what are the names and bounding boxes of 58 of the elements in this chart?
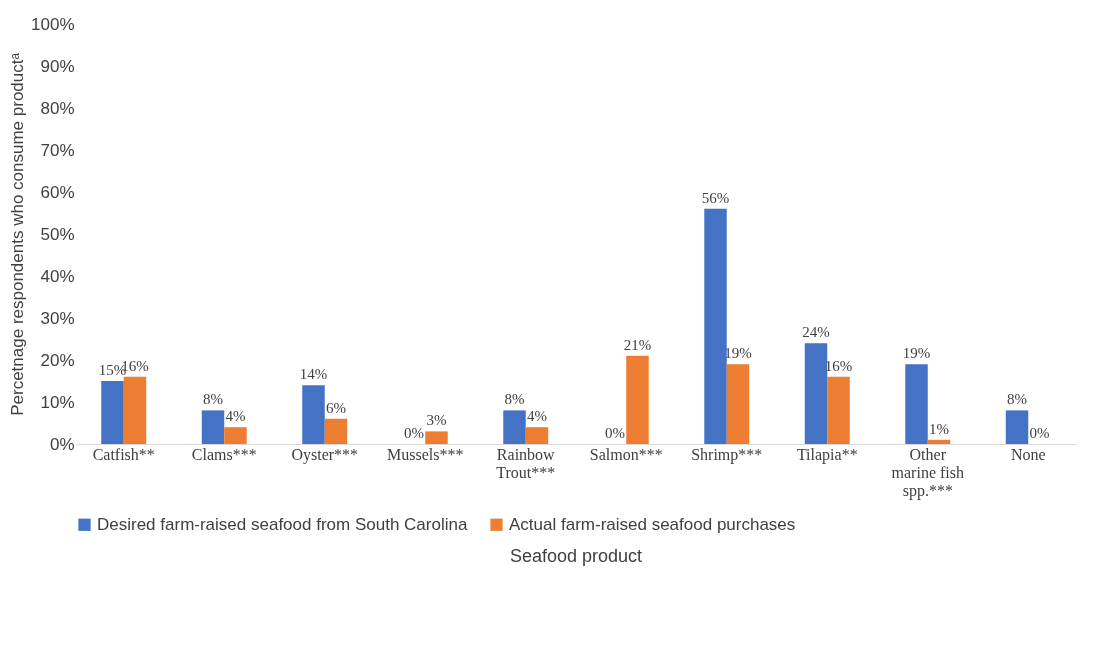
data-label: 56% (701, 189, 730, 206)
bar (201, 410, 225, 444)
x-tick-label: Mussels*** (387, 445, 464, 463)
bar (804, 343, 828, 444)
x-tick-label: Shrimp*** (691, 445, 763, 464)
x-tick-label: Salmon*** (589, 445, 663, 463)
y-tick-label: 50% (40, 224, 75, 244)
x-tick-label: Other marine fish spp.*** (891, 445, 964, 500)
bar (503, 410, 526, 444)
data-label: 3% (426, 412, 447, 429)
bar (425, 431, 448, 444)
y-tick-label: 80% (40, 98, 75, 118)
bar (1005, 410, 1029, 444)
bar (927, 439, 951, 444)
bar (302, 385, 325, 444)
x-tick-label: Rainbow Trout*** (496, 445, 556, 481)
bar (626, 355, 649, 444)
data-label: 8% (203, 391, 223, 408)
data-label: 24% (802, 324, 830, 341)
bar (704, 208, 727, 444)
y-tick-label: 20% (40, 350, 75, 370)
bar (827, 376, 850, 444)
bar (123, 376, 147, 444)
y-tick-label: 10% (40, 392, 75, 412)
bar (101, 381, 124, 444)
legend-label: Desired farm-raised seafood from South Carolina (97, 514, 468, 534)
data-label: 14% (299, 366, 328, 383)
bar (905, 364, 928, 444)
data-label: 4% (526, 408, 547, 425)
y-axis-title: Percetnage respondents who consume productᵃ (8, 52, 28, 416)
data-label: 0% (404, 425, 425, 441)
x-axis-title: Seafood product (509, 546, 643, 566)
x-tick-label: Tilapia** (796, 445, 858, 464)
data-label: 4% (225, 408, 246, 425)
data-label: 19% (902, 345, 931, 362)
data-label: 0% (605, 425, 626, 441)
x-tick-label: None (1010, 445, 1046, 463)
data-label: 0% (1029, 425, 1050, 441)
y-tick-label: 90% (40, 56, 75, 76)
bar (224, 427, 247, 444)
data-label: 21% (623, 336, 652, 353)
y-tick-label: 0% (49, 434, 75, 454)
bar (324, 418, 348, 444)
y-tick-label: 100% (31, 14, 75, 34)
x-tick-label: Oyster*** (291, 445, 359, 464)
y-tick-label: 60% (40, 182, 75, 202)
y-tick-label: 40% (40, 266, 75, 286)
data-label: 8% (1007, 391, 1028, 408)
y-tick-label: 30% (40, 308, 75, 328)
bar (525, 427, 549, 444)
data-label: 1% (929, 420, 949, 437)
legend-label: Actual farm-raised seafood purchases (509, 514, 796, 534)
x-tick-label: Clams*** (191, 445, 257, 463)
x-tick-label: Catfish** (92, 445, 155, 463)
data-label: 6% (325, 399, 346, 416)
bar (726, 364, 750, 444)
data-label: 8% (504, 391, 525, 408)
y-tick-label: 70% (40, 140, 75, 160)
